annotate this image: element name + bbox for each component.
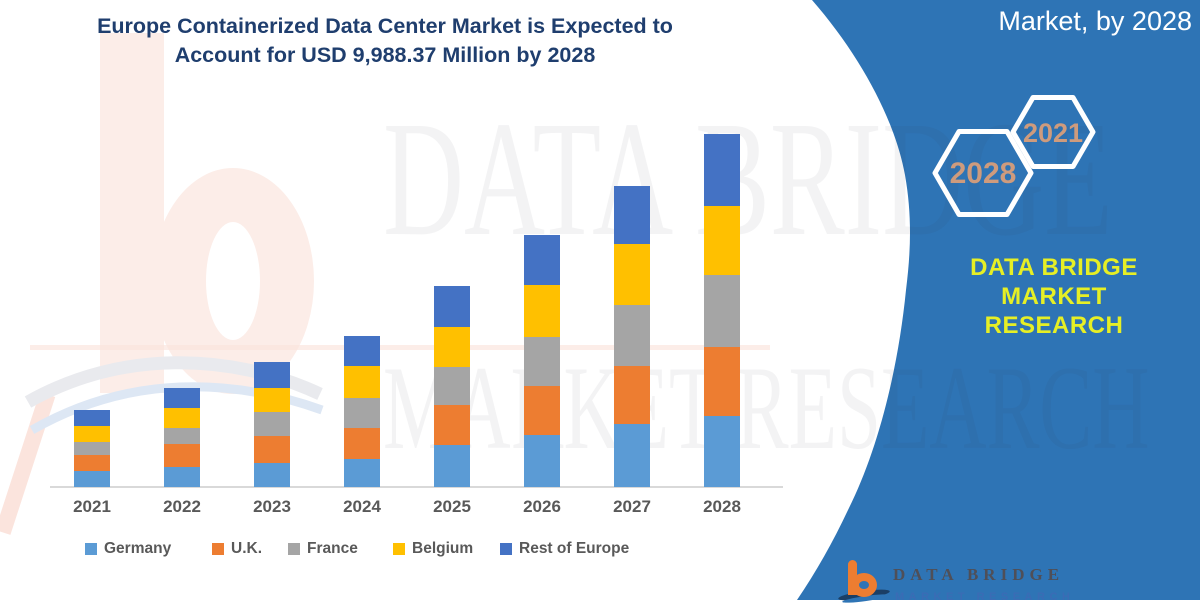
bar-segment-2028-u-k-: [704, 346, 740, 416]
x-axis-label-2025: 2025: [433, 497, 471, 516]
footer-logo-brand: DATA BRIDGE: [893, 565, 1065, 584]
hexagon-2021-label: 2021: [1023, 118, 1083, 148]
bar-segment-2028-rest-of-europe: [704, 134, 740, 207]
legend-item-france: France: [288, 540, 358, 558]
banner-brand-line1: DATA BRIDGE MARKET: [970, 254, 1138, 310]
bar-segment-2021-germany: [74, 470, 110, 487]
bar-segment-2023-france: [254, 412, 290, 436]
legend-label: France: [307, 540, 358, 557]
bar-segment-2027-belgium: [614, 244, 650, 306]
x-axis-label-2027: 2027: [613, 497, 651, 516]
legend-label: Belgium: [412, 540, 474, 557]
bar-segment-2026-belgium: [524, 285, 560, 338]
bar-2021: [74, 409, 110, 487]
bar-2026: [524, 235, 560, 487]
footer-logo: DATA BRIDGE MARKET RESEARCH: [837, 560, 1118, 604]
bar-segment-2023-u-k-: [254, 436, 290, 463]
footer-logo-subtitle: MARKET RESEARCH: [895, 591, 1075, 603]
chart-title-line1: Europe Containerized Data Center Market …: [97, 14, 673, 38]
bar-segment-2025-rest-of-europe: [434, 286, 470, 328]
bar-segment-2023-belgium: [254, 388, 290, 412]
x-axis-label-2028: 2028: [703, 497, 741, 516]
legend-item-u-k-: U.K.: [212, 540, 262, 558]
watermark-accent-band: [30, 345, 770, 350]
legend-marker-icon: [288, 543, 300, 555]
legend-label: Germany: [104, 540, 172, 557]
legend-item-belgium: Belgium: [393, 540, 473, 558]
x-axis-label-2021: 2021: [73, 497, 111, 516]
legend-item-rest-of-europe: Rest of Europe: [500, 540, 629, 558]
bar-segment-2026-france: [524, 337, 560, 387]
x-axis-label-2024: 2024: [343, 497, 381, 516]
bar-segment-2024-u-k-: [344, 428, 380, 460]
bar-segment-2022-belgium: [164, 407, 200, 428]
bar-segment-2026-rest-of-europe: [524, 235, 560, 286]
bar-segment-2028-france: [704, 275, 740, 347]
bar-segment-2024-france: [344, 398, 380, 429]
bar-segment-2022-france: [164, 427, 200, 444]
hexagon-2021-icon: [1010, 95, 1096, 169]
bar-segment-2026-u-k-: [524, 386, 560, 435]
legend-marker-icon: [500, 543, 512, 555]
x-axis-label-2022: 2022: [163, 497, 201, 516]
legend-marker-icon: [393, 543, 405, 555]
bar-segment-2028-belgium: [704, 206, 740, 276]
legend-item-germany: Germany: [85, 540, 171, 558]
x-axis-label-2026: 2026: [523, 497, 561, 516]
bar-segment-2022-u-k-: [164, 444, 200, 467]
bar-segment-2026-germany: [524, 435, 560, 487]
banner-top-label: Market, by 2028: [998, 6, 1192, 36]
legend-marker-icon: [85, 543, 97, 555]
x-axis-line: [50, 486, 783, 488]
bar-segment-2028-germany: [704, 416, 740, 487]
bar-segment-2021-france: [74, 441, 110, 456]
bar-segment-2021-belgium: [74, 425, 110, 442]
hexagon-2028-icon: [932, 129, 1034, 217]
bar-segment-2022-germany: [164, 467, 200, 487]
bar-2022: [164, 387, 200, 487]
bar-segment-2025-france: [434, 367, 470, 406]
legend-label: U.K.: [231, 540, 262, 557]
legend-label: Rest of Europe: [519, 540, 630, 557]
legend-marker-icon: [212, 543, 224, 555]
bar-segment-2024-rest-of-europe: [344, 336, 380, 367]
footer-logo-b-bowl-icon: [851, 573, 877, 597]
bar-segment-2023-germany: [254, 463, 290, 487]
hexagon-badges: 2028 2021: [932, 95, 1096, 217]
x-axis-label-2023: 2023: [253, 497, 291, 516]
hexagon-2028-label: 2028: [950, 157, 1017, 190]
bar-2023: [254, 362, 290, 487]
bar-segment-2021-rest-of-europe: [74, 409, 110, 426]
bar-segment-2027-germany: [614, 424, 650, 487]
chart-title-line2: Account for USD 9,988.37 Million by 2028: [174, 43, 596, 67]
banner-brand-text: DATA BRIDGE MARKET RESEARCH: [928, 253, 1180, 340]
bar-segment-2025-germany: [434, 445, 470, 487]
banner-brand-line2: RESEARCH: [984, 312, 1124, 339]
bar-segment-2022-rest-of-europe: [164, 387, 200, 408]
bar-segment-2027-u-k-: [614, 366, 650, 425]
bar-2028: [704, 134, 740, 487]
bar-2024: [344, 336, 380, 487]
bar-segment-2024-germany: [344, 459, 380, 487]
bar-segment-2024-belgium: [344, 366, 380, 399]
bar-2025: [434, 286, 470, 487]
bar-segment-2025-belgium: [434, 327, 470, 368]
bar-segment-2025-u-k-: [434, 405, 470, 446]
chart-title: Europe Containerized Data Center Market …: [40, 12, 730, 70]
bar-2027: [614, 186, 650, 487]
bar-segment-2023-rest-of-europe: [254, 362, 290, 388]
watermark-logo-stem: [100, 33, 164, 393]
bar-segment-2021-u-k-: [74, 455, 110, 471]
bar-segment-2027-rest-of-europe: [614, 186, 650, 245]
bar-segment-2027-france: [614, 305, 650, 367]
